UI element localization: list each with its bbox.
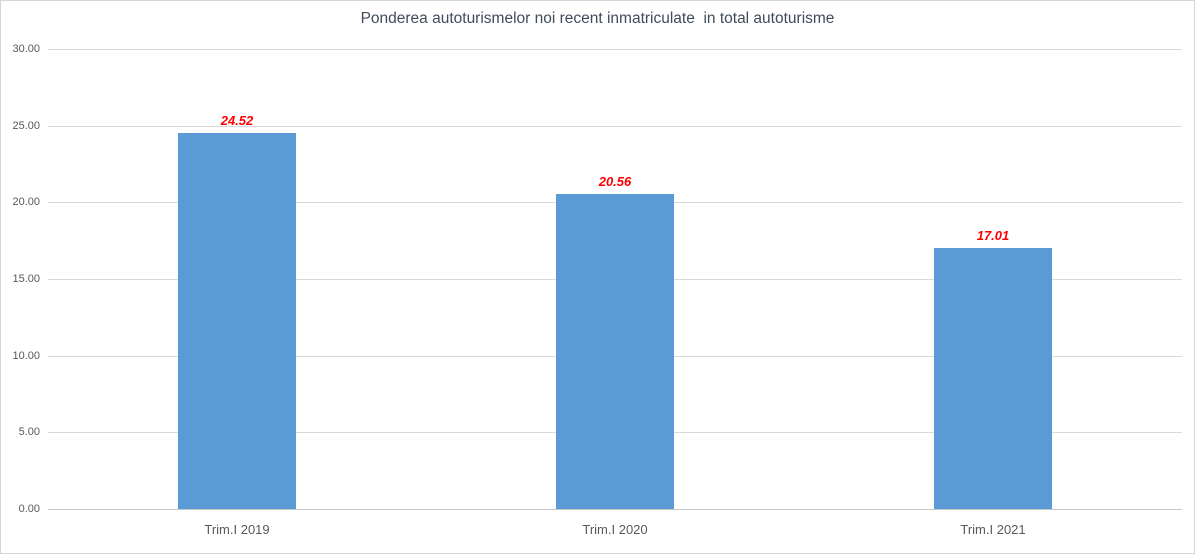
x-axis: Trim.I 2019 Trim.I 2020 Trim.I 2021: [48, 510, 1182, 542]
bar-group: 20.56: [556, 174, 674, 509]
x-axis-label: Trim.I 2021: [960, 522, 1026, 537]
bar-value-label: 20.56: [598, 173, 632, 189]
gridline: [48, 49, 1182, 50]
bar: [556, 193, 674, 509]
bar-value-label: 17.01: [976, 228, 1010, 244]
x-axis-label: Trim.I 2019: [204, 522, 270, 537]
x-axis-line: [48, 509, 1182, 510]
chart-title: Ponderea autoturismelor noi recent inmat…: [360, 10, 835, 27]
y-axis-tick-label: 20.00: [12, 196, 40, 209]
x-axis-label: Trim.I 2020: [582, 522, 648, 537]
y-axis-tick-label: 0.00: [18, 503, 40, 515]
y-axis-tick-label: 15.00: [12, 273, 40, 285]
bar-group: 24.52: [178, 113, 296, 509]
bar-value-label: 24.52: [220, 113, 254, 129]
y-axis: 30.00 25.00 20.00 15.00 10.00 5.00 0.00: [1, 43, 40, 515]
y-axis-tick-label: 30.00: [12, 43, 40, 55]
bar: [178, 133, 296, 509]
y-axis-tick-label: 5.00: [18, 426, 40, 439]
gridline: [48, 125, 1182, 127]
bar: [934, 248, 1052, 509]
y-axis-tick-label: 10.00: [12, 349, 40, 362]
plot-area: 24.52 20.56 17.01: [48, 49, 1182, 510]
bar-group: 17.01: [934, 228, 1052, 509]
y-axis-tick-label: 25.00: [12, 119, 40, 132]
